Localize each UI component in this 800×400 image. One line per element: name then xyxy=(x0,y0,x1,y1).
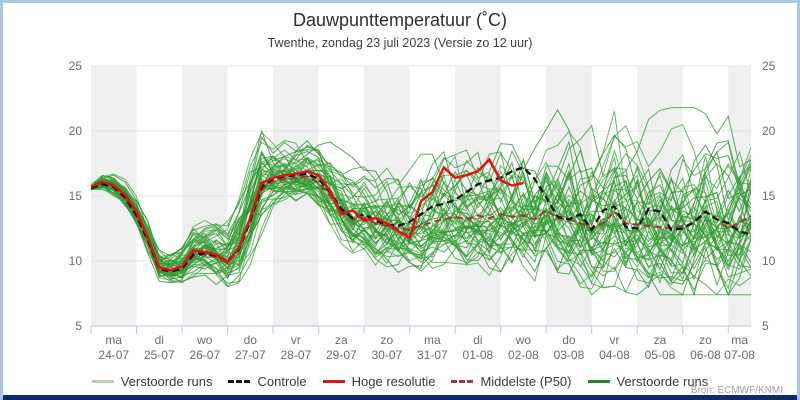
ensemble-member-line xyxy=(91,154,751,293)
ensemble-member-line xyxy=(91,141,751,279)
x-label-date: 26-07 xyxy=(189,348,220,362)
x-label-day: ma xyxy=(105,333,122,347)
y-tick-right-15: 15 xyxy=(762,189,776,203)
legend-item-verstoorde-runs: Verstoorde runs xyxy=(587,374,709,389)
y-tick-right-25: 25 xyxy=(762,59,776,73)
x-label-day: za xyxy=(654,333,667,347)
legend-item-hoge-resolutie: Hoge resolutie xyxy=(322,374,436,389)
x-label-day: do xyxy=(244,333,258,347)
chart-legend: Verstoorde runs Controle Hoge resolutie Mid… xyxy=(3,374,797,389)
legend-label: Hoge resolutie xyxy=(351,374,436,389)
page-title: Dauwpunttemperatuur (˚C) xyxy=(292,10,508,30)
chart-subtitle: Twenthe, zondag 23 juli 2023 (Versie zo … xyxy=(267,36,533,50)
x-label-day: di xyxy=(155,333,164,347)
series-line-controle xyxy=(91,166,751,273)
ensemble-member-line xyxy=(91,149,751,277)
ensemble-member-line xyxy=(91,124,751,266)
legend-item-controle: Controle xyxy=(228,374,307,389)
ensemble-member-line xyxy=(91,160,751,284)
ensemble-member-line xyxy=(91,150,751,279)
series-line-middelste-p50- xyxy=(91,175,751,273)
legend-swatch xyxy=(228,380,251,383)
x-label-date: 25-07 xyxy=(144,348,175,362)
ensemble-member-line xyxy=(91,110,751,267)
y-tick-right-20: 20 xyxy=(762,124,776,138)
x-label-day: di xyxy=(473,333,482,347)
y-tick-left-5: 5 xyxy=(75,319,82,333)
x-label-date: 04-08 xyxy=(599,348,630,362)
series-line-hoge-resolutie xyxy=(91,157,524,272)
x-label-date: 03-08 xyxy=(554,348,585,362)
legend-swatch xyxy=(322,380,345,383)
x-label-date: 01-08 xyxy=(463,348,494,362)
legend-label: Middelste (P50) xyxy=(480,374,572,389)
plot-area xyxy=(91,107,751,297)
x-label-day: wo xyxy=(196,333,213,347)
x-label-day: vr xyxy=(609,333,619,347)
legend-item-middelste-p50-: Middelste (P50) xyxy=(451,374,572,389)
x-label-day: ma xyxy=(424,333,441,347)
x-label-date: 31-07 xyxy=(417,348,448,362)
x-label-day: zo xyxy=(381,333,394,347)
x-label-day: zo xyxy=(699,333,712,347)
x-label-day: ma xyxy=(731,333,748,347)
x-label-date: 28-07 xyxy=(280,348,311,362)
x-label-date: 07-08 xyxy=(724,348,755,362)
y-tick-right-10: 10 xyxy=(762,254,776,268)
y-tick-left-25: 25 xyxy=(69,59,83,73)
x-label-date: 29-07 xyxy=(326,348,357,362)
y-tick-left-20: 20 xyxy=(69,124,83,138)
legend-label: Controle xyxy=(257,374,307,389)
x-label-day: do xyxy=(562,333,576,347)
x-label-date: 06-08 xyxy=(690,348,721,362)
legend-item-verstoorde-runs: Verstoorde runs xyxy=(91,374,213,389)
ensemble-member-line xyxy=(91,148,751,274)
x-label-date: 02-08 xyxy=(508,348,539,362)
ensemble-member-line xyxy=(91,134,751,280)
legend-label: Verstoorde runs xyxy=(120,374,213,389)
y-tick-left-10: 10 xyxy=(69,254,83,268)
y-tick-right-5: 5 xyxy=(762,319,769,333)
x-label-date: 05-08 xyxy=(645,348,676,362)
legend-swatch xyxy=(587,380,610,383)
source-attribution: Bron: ECMWF/KNMI xyxy=(690,385,783,396)
x-label-date: 24-07 xyxy=(98,348,129,362)
ensemble-member-line xyxy=(91,165,751,287)
ensemble-member-line xyxy=(91,139,751,296)
x-label-date: 27-07 xyxy=(235,348,266,362)
ensemble-member-line xyxy=(91,144,751,289)
legend-label: Verstoorde runs xyxy=(616,374,709,389)
ensemble-member-line xyxy=(91,107,751,284)
x-label-day: wo xyxy=(515,333,532,347)
brand-bottom-bar xyxy=(3,395,797,400)
legend-swatch xyxy=(451,380,474,383)
ensemble-member-line xyxy=(91,177,751,281)
y-tick-left-15: 15 xyxy=(69,189,83,203)
legend-swatch xyxy=(91,380,114,383)
ensemble-member-line xyxy=(91,175,751,296)
x-label-day: vr xyxy=(291,333,301,347)
ensemble-member-line xyxy=(91,157,751,296)
x-label-date: 30-07 xyxy=(372,348,403,362)
x-label-day: za xyxy=(335,333,348,347)
